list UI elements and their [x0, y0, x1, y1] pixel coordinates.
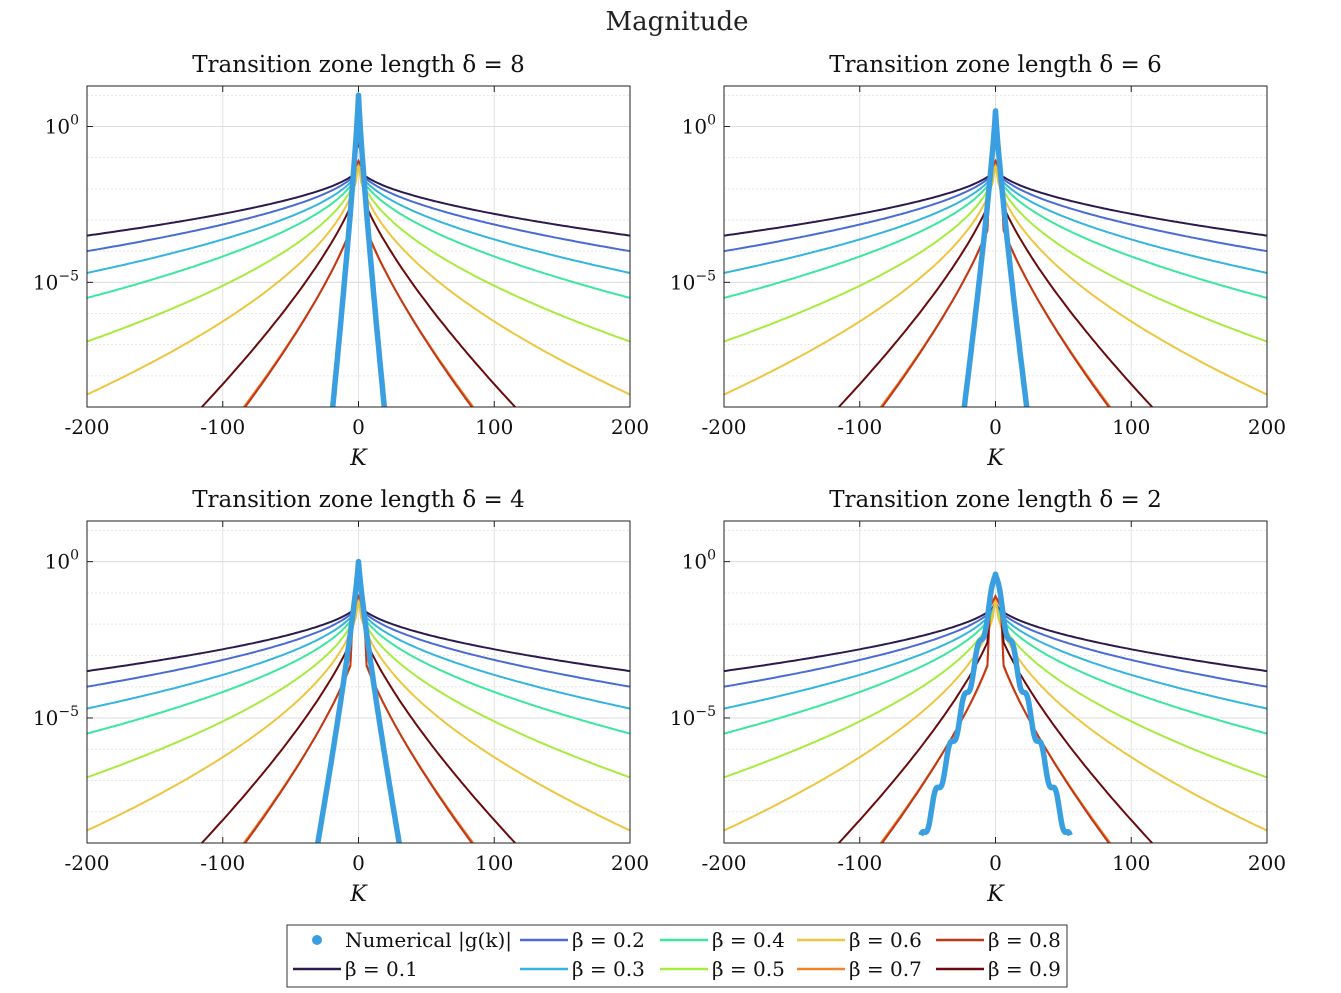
- x-tick-label: -200: [65, 851, 110, 875]
- x-axis-label: K: [349, 446, 368, 471]
- y-tick-label: 100: [682, 548, 716, 574]
- series-numerical: [918, 571, 1073, 837]
- x-tick-label: 0: [352, 415, 365, 439]
- x-tick-label: 100: [1112, 851, 1150, 875]
- x-tick-label: 200: [1248, 415, 1286, 439]
- series-numerical: [961, 108, 1030, 407]
- legend-box: [286, 924, 1068, 988]
- x-tick-label: -100: [200, 851, 245, 875]
- x-tick-label: -100: [837, 851, 882, 875]
- legend-marker: [312, 935, 322, 945]
- legend: Numerical |g(k)| β = 0.2 β = 0.4 β = 0.6 β =…: [286, 924, 1068, 988]
- legend-item: β = 0.3: [520, 957, 645, 981]
- legend-item: β = 0.1: [293, 957, 418, 981]
- curves: [87, 558, 630, 843]
- panel-2: -200 -100 0 100 200 100 10−5 K Transition zone l…: [670, 52, 1286, 471]
- series-line-beta-0.8: [880, 593, 1111, 843]
- x-axis-label: K: [986, 882, 1005, 907]
- x-tick-label: 200: [1248, 851, 1286, 875]
- y-tick-label: 10−5: [670, 704, 716, 730]
- x-tick-label: -100: [200, 415, 245, 439]
- legend-item: Numerical |g(k)|: [312, 928, 512, 953]
- x-tick-label: 100: [475, 851, 513, 875]
- legend-label: β = 0.5: [712, 957, 785, 981]
- x-axis-label: K: [986, 446, 1005, 471]
- y-tick-label: 100: [45, 113, 79, 139]
- legend-label: β = 0.1: [345, 957, 418, 981]
- legend-item: β = 0.2: [520, 928, 645, 952]
- y-tick-label: 10−5: [33, 268, 79, 294]
- series-line-beta-0.9: [200, 141, 517, 407]
- x-tick-label: -200: [65, 415, 110, 439]
- legend-label: Numerical |g(k)|: [345, 928, 512, 953]
- x-tick-label: 0: [352, 851, 365, 875]
- legend-label: β = 0.6: [849, 928, 922, 952]
- legend-label: β = 0.2: [572, 928, 645, 952]
- y-tick-label: 100: [45, 548, 79, 574]
- panel-title: Transition zone length δ = 8: [192, 52, 525, 78]
- x-tick-label: -200: [702, 851, 747, 875]
- x-tick-label: 0: [989, 851, 1002, 875]
- legend-label: β = 0.4: [712, 928, 785, 952]
- figure-title: Magnitude: [605, 7, 748, 37]
- x-tick-label: 100: [1112, 415, 1150, 439]
- y-tick-label: 10−5: [670, 268, 716, 294]
- legend-label: β = 0.9: [988, 957, 1061, 981]
- legend-label: β = 0.8: [988, 928, 1061, 952]
- legend-item: β = 0.6: [797, 928, 922, 952]
- panel-1: -200 -100 0 100 200 100 10−5 K Transition zone l…: [33, 52, 649, 471]
- series-numerical: [329, 92, 388, 407]
- legend-item: β = 0.8: [936, 928, 1061, 952]
- panel-3: -200 -100 0 100 200 100 10−5 K Transition zone l…: [33, 487, 649, 907]
- curves: [724, 108, 1267, 407]
- panel-title: Transition zone length δ = 2: [829, 487, 1162, 513]
- series-numerical: [315, 558, 402, 843]
- x-tick-label: 200: [611, 851, 649, 875]
- panel-4: -200 -100 0 100 200 100 10−5 K Transition zone l…: [670, 487, 1286, 907]
- legend-label: β = 0.7: [849, 957, 922, 981]
- legend-item: β = 0.5: [660, 957, 785, 981]
- legend-item: β = 0.7: [797, 957, 922, 981]
- x-axis-label: K: [349, 882, 368, 907]
- curves: [724, 571, 1267, 843]
- series-line-beta-0.8: [243, 593, 474, 843]
- legend-item: β = 0.4: [660, 928, 785, 952]
- x-tick-label: 200: [611, 415, 649, 439]
- x-tick-label: -100: [837, 415, 882, 439]
- legend-item: β = 0.9: [936, 957, 1061, 981]
- x-tick-label: -200: [702, 415, 747, 439]
- panel-title: Transition zone length δ = 6: [829, 52, 1162, 78]
- series-line-beta-0.8: [243, 158, 474, 407]
- legend-label: β = 0.3: [572, 957, 645, 981]
- panel-title: Transition zone length δ = 4: [192, 487, 525, 513]
- y-tick-label: 10−5: [33, 704, 79, 730]
- y-tick-label: 100: [682, 113, 716, 139]
- x-tick-label: 100: [475, 415, 513, 439]
- curves: [87, 92, 630, 407]
- x-tick-label: 0: [989, 415, 1002, 439]
- series-line-beta-0.8: [880, 158, 1111, 407]
